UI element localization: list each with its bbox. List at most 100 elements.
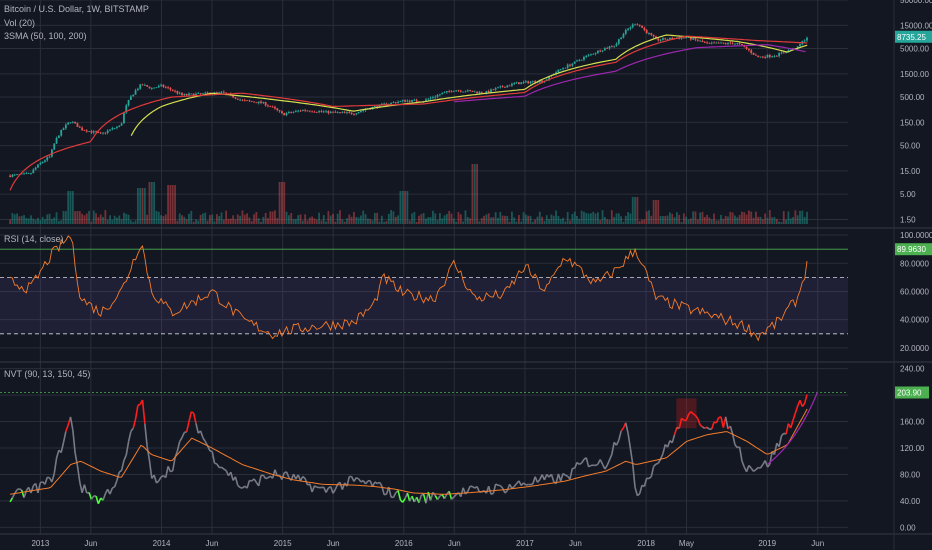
time-axis-label: 2013 <box>31 539 49 548</box>
volume-bar <box>559 219 562 224</box>
nvt-signal-segment <box>738 446 743 462</box>
volume-bar <box>78 211 81 224</box>
volume-bar <box>334 221 337 224</box>
volume-bar <box>457 212 460 224</box>
volume-bar <box>57 221 60 224</box>
time-axis-label: Jun <box>811 539 824 548</box>
price-candle <box>260 101 262 103</box>
price-candle <box>397 101 399 104</box>
nvt-signal-segment <box>271 469 276 479</box>
nvt-signal-segment <box>471 485 476 489</box>
sma-line-3 <box>454 44 806 103</box>
nvt-signal-segment <box>283 471 287 474</box>
volume-bar <box>448 210 451 224</box>
price-candle <box>596 50 599 53</box>
price-candle <box>62 128 65 130</box>
volume-bar <box>652 200 655 224</box>
volume-bar <box>720 214 722 224</box>
price-candle <box>606 48 609 49</box>
volume-bar <box>332 213 334 224</box>
volume-bar <box>141 188 144 224</box>
volume-bar <box>708 217 711 224</box>
volume-bar <box>41 216 44 224</box>
price-candle <box>290 112 293 113</box>
price-candle <box>178 92 181 94</box>
nvt-signal-segment <box>655 462 659 465</box>
volume-bar <box>759 216 762 224</box>
volume-bar <box>190 210 193 224</box>
volume-bar <box>490 217 492 224</box>
volume-bar <box>648 210 650 224</box>
nvt-signal-segment <box>653 463 657 467</box>
price-tick-label: 1.50 <box>900 215 916 224</box>
nvt-signal-segment <box>176 441 181 452</box>
volume-bar <box>69 191 72 224</box>
price-candle <box>157 85 160 88</box>
volume-bar <box>603 216 606 224</box>
price-candle <box>246 100 248 102</box>
volume-bar <box>466 216 469 224</box>
volume-bar <box>627 212 629 224</box>
volume-bar <box>599 219 602 224</box>
price-candle <box>222 91 225 93</box>
price-candle <box>748 48 750 51</box>
price-candle <box>585 55 588 58</box>
volume-bar <box>587 213 590 224</box>
volume-bar <box>62 210 65 224</box>
volume-bar <box>615 213 618 224</box>
price-candle <box>150 87 153 89</box>
price-candle <box>301 109 304 111</box>
volume-bar <box>569 220 571 224</box>
price-candle <box>752 52 755 55</box>
nvt-signal-segment <box>39 480 43 484</box>
nvt-signal-segment <box>685 414 690 421</box>
price-candle <box>48 156 51 158</box>
price-candle <box>276 108 279 111</box>
price-candle <box>239 99 242 101</box>
volume-bar <box>608 220 611 224</box>
rsi-legend: RSI (14, close) <box>4 234 64 244</box>
nvt-signal-segment <box>764 460 769 468</box>
nvt-signal-segment <box>713 421 717 424</box>
volume-bar <box>671 213 674 224</box>
volume-bar <box>429 217 432 224</box>
price-candle <box>587 54 590 56</box>
volume-bar <box>294 218 297 224</box>
time-axis-label: Jun <box>206 539 219 548</box>
volume-bar <box>143 188 146 224</box>
volume-bar <box>734 215 736 224</box>
price-candle <box>283 112 286 116</box>
volume-bar <box>752 217 755 224</box>
volume-bar <box>174 185 176 224</box>
nvt-signal-segment <box>130 427 134 432</box>
price-candle <box>197 93 200 94</box>
price-candle <box>51 149 53 157</box>
price-candle <box>434 96 437 98</box>
nvt-signal-segment <box>14 489 18 494</box>
nvt-signal-segment <box>376 481 380 485</box>
price-candle <box>329 111 332 114</box>
price-tick-label: 50000.00 <box>900 0 932 5</box>
price-candle <box>190 93 193 95</box>
price-candle <box>701 40 704 42</box>
price-candle <box>267 105 269 107</box>
price-candle <box>613 45 616 47</box>
volume-bar <box>215 214 218 224</box>
price-candle <box>392 102 395 104</box>
volume-bar <box>420 214 423 224</box>
price-candle <box>232 94 235 98</box>
price-candle <box>689 36 692 40</box>
price-candle <box>350 112 353 115</box>
price-candle <box>559 69 562 70</box>
nvt-signal-segment <box>216 463 220 469</box>
volume-bar <box>318 212 320 224</box>
nvt-signal-segment <box>155 480 160 484</box>
price-candle <box>666 39 669 41</box>
price-candle <box>520 82 523 85</box>
volume-bar <box>717 220 720 224</box>
nvt-signal-segment <box>141 399 146 424</box>
price-candle <box>548 75 550 80</box>
price-candle <box>696 39 699 41</box>
volume-bar <box>736 217 739 224</box>
volume-bar <box>673 217 676 224</box>
